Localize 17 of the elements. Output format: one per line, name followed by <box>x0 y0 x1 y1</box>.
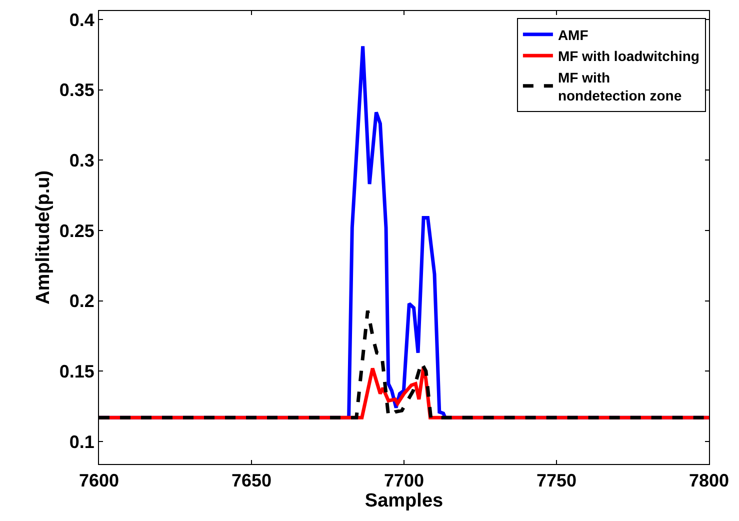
y-tick-label: 0.35 <box>59 80 94 100</box>
y-tick-label: 0.3 <box>69 150 94 170</box>
y-tick-label: 0.4 <box>69 10 94 30</box>
x-axis-title: Samples <box>364 490 444 512</box>
y-tick-label: 0.15 <box>59 361 94 382</box>
x-tick-label: 7650 <box>231 470 272 491</box>
x-tick-label: 7600 <box>78 470 120 491</box>
legend-label: MF with loadwitching <box>558 48 700 64</box>
y-tick-label: 0.2 <box>69 291 94 312</box>
x-tick-label: 7700 <box>384 470 424 491</box>
y-tick-label: 0.1 <box>69 432 94 452</box>
x-tick-label: 7800 <box>688 470 730 491</box>
legend-label: AMF <box>558 26 589 43</box>
y-axis-title: Amplitude(p.u) <box>33 170 54 305</box>
legend-label: MF with nondetection zone <box>558 69 682 104</box>
y-tick-label: 0.25 <box>59 220 94 241</box>
x-tick-label: 7750 <box>536 470 577 491</box>
